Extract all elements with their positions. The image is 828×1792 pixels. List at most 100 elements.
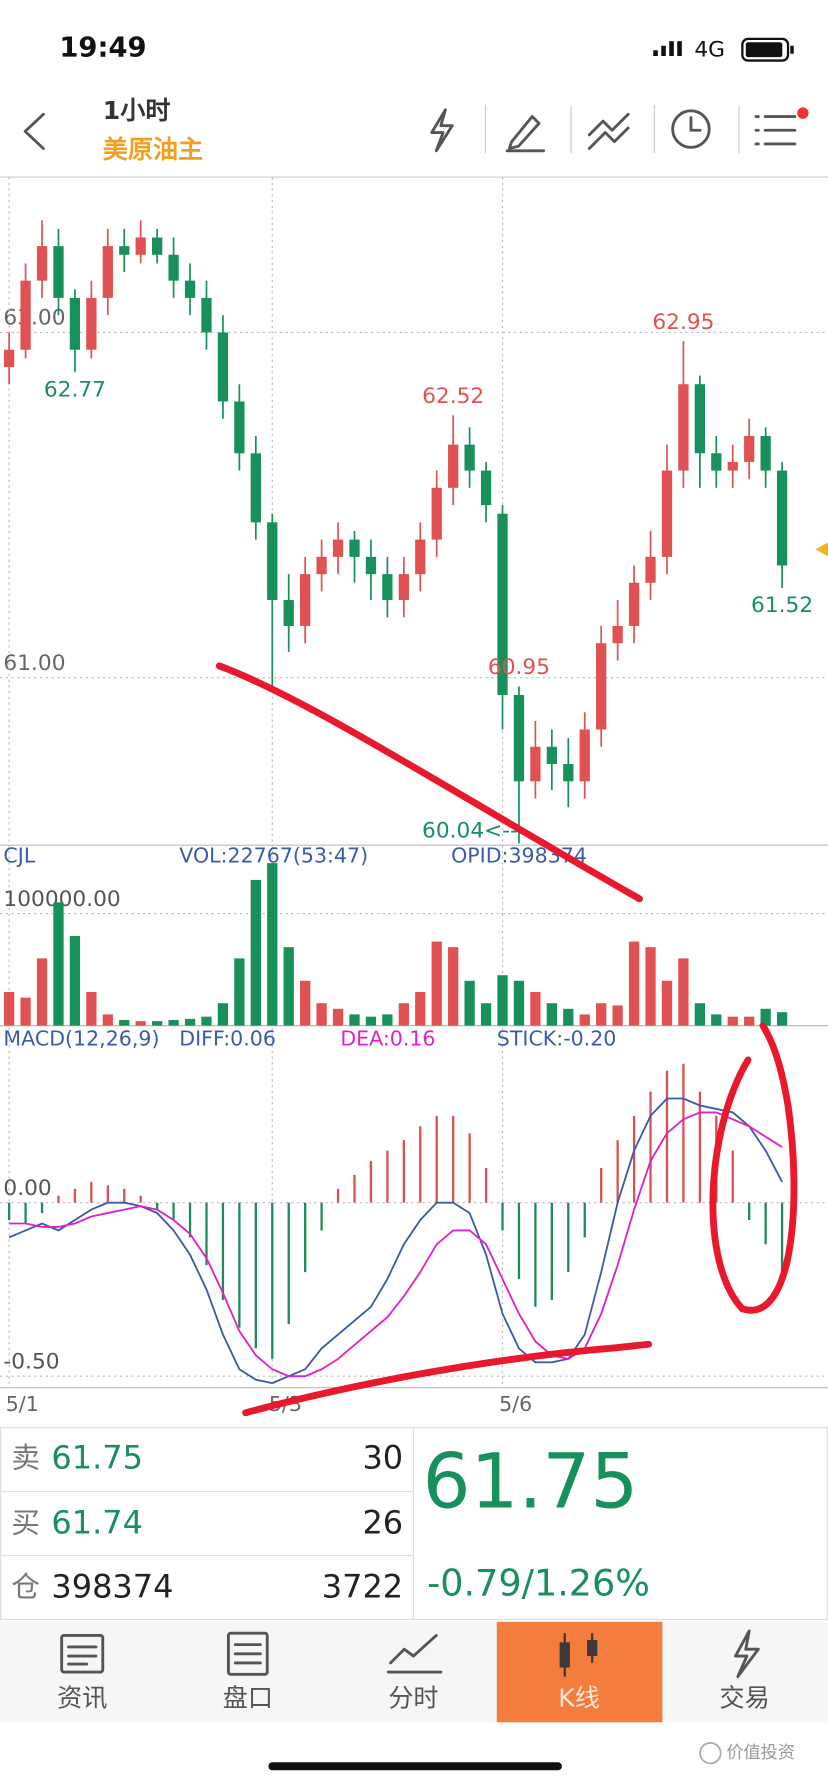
candle-body bbox=[119, 246, 130, 255]
period-title[interactable]: 1小时 bbox=[103, 96, 171, 125]
volume-bar bbox=[217, 1003, 229, 1026]
candle-body bbox=[579, 729, 590, 782]
y-tick-label: -0.50 bbox=[3, 1350, 59, 1375]
candle-body bbox=[365, 556, 377, 575]
tab-label[interactable]: 分时 bbox=[388, 1683, 438, 1712]
kline-icon[interactable] bbox=[559, 1633, 598, 1677]
volume-bar bbox=[744, 1016, 755, 1026]
candle-body bbox=[349, 539, 360, 557]
candle-body bbox=[36, 246, 48, 281]
candle-body bbox=[415, 539, 426, 575]
candle-body bbox=[20, 280, 31, 350]
volume-bar bbox=[678, 958, 689, 1026]
candle-body bbox=[612, 625, 623, 644]
volume-bar bbox=[398, 1003, 409, 1026]
candle-body bbox=[283, 600, 294, 626]
candle-body bbox=[234, 401, 245, 454]
candle-body bbox=[448, 444, 459, 488]
candle-body bbox=[497, 513, 508, 695]
volume-bar bbox=[645, 947, 656, 1026]
candle-body bbox=[776, 470, 788, 566]
quote-size: 3722 bbox=[322, 1568, 403, 1606]
x-tick-label: 5/6 bbox=[499, 1392, 532, 1416]
draw-icon[interactable] bbox=[505, 115, 546, 153]
volume-bar bbox=[448, 947, 459, 1026]
tab-label[interactable]: 盘口 bbox=[223, 1683, 273, 1712]
volume-bar bbox=[579, 1014, 590, 1026]
volume-bar bbox=[86, 992, 97, 1026]
quote-size: 26 bbox=[362, 1504, 403, 1542]
trade-icon[interactable] bbox=[734, 1629, 760, 1679]
volume-bar bbox=[300, 980, 311, 1026]
quote-side: 仓 bbox=[11, 1570, 40, 1604]
battery-icon bbox=[741, 37, 794, 62]
volume-bar bbox=[69, 935, 81, 1026]
macd-title: MACD(12,26,9) bbox=[3, 1026, 159, 1050]
candle-body bbox=[217, 332, 229, 402]
timeshare-icon[interactable] bbox=[386, 1634, 443, 1674]
candle-body bbox=[727, 461, 738, 471]
legend-entry: DEA:0.16 bbox=[340, 1026, 435, 1050]
volume-bar bbox=[234, 958, 245, 1026]
candle-body bbox=[563, 764, 574, 782]
candle-body bbox=[267, 522, 278, 601]
tab-label[interactable]: 资讯 bbox=[57, 1683, 107, 1712]
candle-body bbox=[744, 436, 755, 462]
volume-bar bbox=[283, 947, 294, 1026]
volume-bar bbox=[184, 1018, 196, 1026]
status-time: 19:49 bbox=[59, 33, 146, 64]
volume-bar bbox=[612, 1005, 623, 1026]
volume-bar bbox=[36, 958, 48, 1026]
candle-body bbox=[300, 574, 311, 626]
price-change: -0.79/1.26% bbox=[427, 1562, 650, 1605]
candle-body bbox=[184, 280, 196, 298]
high-label: 62.52 bbox=[422, 384, 484, 409]
volume-bar bbox=[168, 1020, 179, 1026]
candle-body bbox=[661, 470, 673, 557]
signal-icon bbox=[653, 41, 682, 57]
pane-label: VOL:22767(53:47) bbox=[179, 844, 368, 868]
tab-label[interactable]: 交易 bbox=[720, 1683, 770, 1712]
candle-body bbox=[69, 297, 81, 350]
indicator-icon[interactable] bbox=[587, 112, 630, 150]
watermark: 价值投资 bbox=[726, 1743, 795, 1763]
candle-body bbox=[3, 349, 15, 367]
candle-body bbox=[152, 237, 163, 255]
back-button[interactable] bbox=[23, 112, 45, 150]
volume-bar bbox=[760, 1008, 771, 1026]
candle-body bbox=[382, 574, 393, 601]
candle-body bbox=[596, 643, 607, 730]
orderbook-icon[interactable] bbox=[226, 1631, 269, 1676]
quote-price: 61.75 bbox=[51, 1439, 143, 1477]
home-indicator bbox=[268, 1762, 562, 1771]
low-label: 61.52 bbox=[751, 593, 813, 618]
volume-bar bbox=[20, 997, 31, 1026]
volume-bar bbox=[135, 1021, 146, 1026]
volume-bar bbox=[596, 1003, 607, 1026]
candle-body bbox=[168, 254, 179, 281]
quote-side: 买 bbox=[11, 1506, 40, 1540]
clock-icon[interactable] bbox=[671, 109, 711, 149]
low-label: 62.77 bbox=[44, 377, 106, 402]
watermark-icon bbox=[699, 1741, 722, 1765]
candle-body bbox=[694, 384, 705, 454]
candle-body bbox=[711, 453, 722, 471]
badge-dot bbox=[797, 107, 809, 119]
symbol-name[interactable]: 美原油主 bbox=[103, 135, 203, 164]
news-icon[interactable] bbox=[60, 1634, 105, 1674]
volume-bar bbox=[727, 1016, 738, 1026]
candle-body bbox=[431, 487, 442, 540]
tab-label[interactable]: K线 bbox=[558, 1683, 600, 1712]
open-interest: 398374 bbox=[51, 1568, 173, 1606]
candle-body bbox=[250, 453, 261, 523]
volume-bar bbox=[119, 1020, 130, 1026]
flash-icon[interactable] bbox=[430, 108, 454, 153]
high-label: 62.95 bbox=[652, 310, 714, 335]
volume-bar bbox=[431, 941, 442, 1026]
menu-icon[interactable] bbox=[754, 115, 797, 146]
candle-body bbox=[480, 470, 492, 506]
volume-bar bbox=[102, 1014, 113, 1026]
x-tick-label: 5/1 bbox=[6, 1392, 39, 1416]
